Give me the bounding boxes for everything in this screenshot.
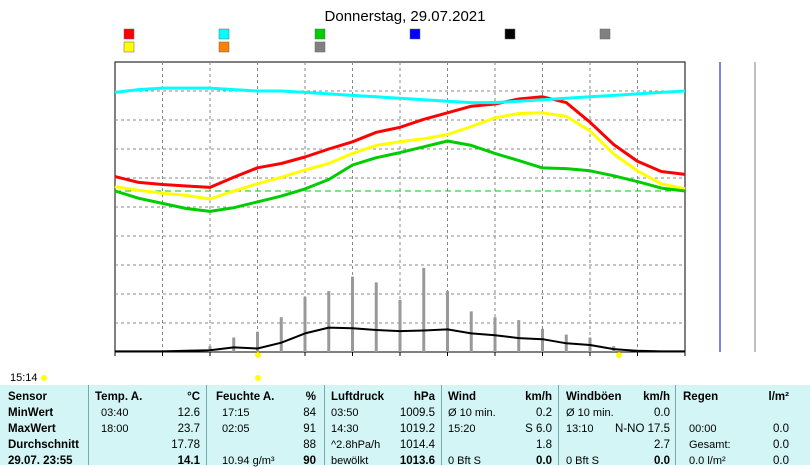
wind-row-value: S 6.0	[525, 423, 552, 435]
regen-row-value: 0.0	[773, 439, 789, 451]
wind-row-label: 0 Bft S	[448, 455, 482, 467]
temp-row-value: 12.6	[177, 407, 200, 419]
luftdruck-row-value: 1009.5	[399, 407, 435, 419]
regen-unit: l/m²	[768, 391, 789, 403]
feuchte-unit: %	[305, 391, 316, 403]
wind-row-label: Ø 10 min.	[448, 407, 496, 419]
sunset-marker	[616, 352, 622, 358]
regen-row-value	[683, 405, 789, 421]
wind-row-value: 0.2	[536, 407, 552, 419]
luftdruck-column: Luftdruck hPa 03:50 1009.5 14:30 1019.2 ^2.8hP…	[331, 385, 435, 467]
legend-swatch	[314, 41, 326, 53]
legend	[123, 28, 611, 53]
legend-swatch	[218, 28, 230, 40]
wind-row-value: 1.8	[536, 439, 552, 451]
windboen-row-value: 2.7	[654, 439, 670, 451]
summary-table: Sensor MinWert MaxWert Durchschnitt 29.07. 2…	[0, 385, 810, 467]
regen-row-value: 0.0	[773, 423, 789, 435]
column-separator	[324, 385, 325, 465]
axes	[719, 62, 756, 352]
feuchte-row-value: 84	[303, 407, 316, 419]
feuchte-header: Feuchte A.	[216, 391, 275, 403]
sensor-row-label: MaxWert	[8, 423, 56, 435]
regen-column: Regen l/m² 00:00 0.0 Gesamt: 0.0 0.0 l/m² 0.0	[683, 385, 789, 467]
x-axis-ticks	[114, 352, 686, 356]
luftdruck-header: Luftdruck	[331, 391, 385, 403]
temp-row-label: 18:00	[101, 423, 129, 435]
column-separator	[675, 385, 676, 465]
feuchte-row-value: 90	[303, 455, 316, 467]
windboen-column: Windböen km/h Ø 10 min. 0.0 13:10 N-NO 17.5 2.…	[566, 385, 670, 467]
column-separator	[441, 385, 442, 465]
regen-row-label: 00:00	[689, 423, 717, 435]
windboen-row-value: N-NO 17.5	[615, 423, 670, 435]
temp-header: Temp. A.	[95, 391, 143, 403]
wind-header: Wind	[448, 391, 476, 403]
windboen-row-value: 0.0	[654, 407, 670, 419]
legend-swatch	[409, 28, 421, 40]
series-line-luftdruck	[114, 139, 686, 213]
temp-row-value: 23.7	[177, 423, 200, 435]
series-line-wind	[115, 326, 685, 353]
luftdruck-row-value: 1013.6	[399, 455, 435, 467]
wind-column: Wind km/h Ø 10 min. 0.2 15:20 S 6.0 1.8 0 Bft S…	[448, 385, 552, 467]
series-line-feuchte-a-	[114, 86, 686, 105]
feuchte-column: Feuchte A.% 17:15 84 02:05 91 88 10.94 g/m³ 90	[216, 385, 316, 467]
legend-swatch	[123, 41, 135, 53]
legend-swatch	[123, 28, 135, 40]
sensor-row-label: MinWert	[8, 407, 54, 419]
legend-swatch	[504, 28, 516, 40]
luftdruck-row-label: ^2.8hPa/h	[331, 439, 381, 451]
temp-unit: °C	[187, 391, 200, 403]
windboen-row-value: 0.0	[654, 455, 670, 467]
series-line-temp-a-	[114, 95, 686, 189]
sensor-row-label: Durchschnitt	[8, 439, 79, 451]
legend-swatch	[218, 41, 230, 53]
windboen-header: Windböen	[566, 391, 622, 403]
sensor-row-label: 29.07. 23:55	[8, 455, 73, 467]
temp-column: Temp. A. °C 03:40 12.6 18:00 23.7 17.78 14.1	[95, 385, 200, 467]
feuchte-row-label: 02:05	[222, 423, 250, 435]
windboen-row-label: 13:10	[566, 423, 594, 435]
regen-row-value: 0.0	[773, 455, 789, 467]
luftdruck-unit: hPa	[413, 391, 435, 403]
legend-swatch	[314, 28, 326, 40]
column-separator	[206, 385, 207, 465]
feuchte-row-label: 10.94 g/m³	[222, 455, 275, 467]
luftdruck-row-value: 1014.4	[399, 439, 435, 451]
temp-row-value: 14.1	[177, 455, 200, 467]
weather-chart: Donnerstag, 29.07.2021 15:14	[10, 8, 756, 384]
column-separator	[88, 385, 89, 465]
luftdruck-row-value: 1019.2	[399, 423, 435, 435]
luftdruck-row-label: 03:50	[331, 407, 359, 419]
chart-title: Donnerstag, 29.07.2021	[325, 8, 486, 25]
sensor-column: Sensor MinWert MaxWert Durchschnitt 29.07. 2…	[8, 385, 86, 467]
temp-row-label: 03:40	[101, 407, 129, 419]
current-time: 15:14	[10, 372, 38, 384]
wind-row-label: 15:20	[448, 423, 476, 435]
series-line-taupunkt	[114, 111, 686, 201]
regen-row-label: 0.0 l/m²	[689, 455, 726, 467]
temp-row-value: 17.78	[171, 439, 200, 451]
legend-swatch	[599, 28, 611, 40]
windboen-row-label: Ø 10 min.	[566, 407, 614, 419]
time-marker-dot	[41, 375, 47, 381]
feuchte-row-value: 91	[303, 423, 316, 435]
column-separator	[558, 385, 559, 465]
sensor-header: Sensor	[8, 391, 47, 403]
windboen-unit: km/h	[643, 391, 670, 403]
time-marker-dot-2	[255, 375, 261, 381]
data-marks	[114, 86, 686, 353]
regen-row-label: Gesamt:	[689, 439, 731, 451]
windboen-row-label: 0 Bft S	[566, 455, 600, 467]
feuchte-row-value: 88	[303, 439, 316, 451]
luftdruck-row-label: 14:30	[331, 423, 359, 435]
wind-unit: km/h	[525, 391, 552, 403]
wind-row-value: 0.0	[536, 455, 552, 467]
sunrise-marker	[255, 352, 261, 358]
regen-header: Regen	[683, 391, 719, 403]
luftdruck-row-label: bewölkt	[331, 455, 369, 467]
feuchte-row-label: 17:15	[222, 407, 250, 419]
